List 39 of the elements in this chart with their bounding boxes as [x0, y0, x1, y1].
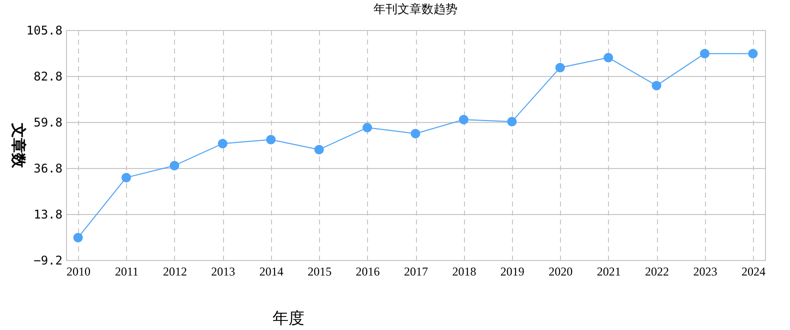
point — [410, 128, 420, 138]
x-axis-title: 年度 — [272, 310, 304, 328]
x-tick-label: 2018 — [452, 264, 476, 278]
x-tick-label: 2012 — [162, 264, 187, 278]
x-tick-label: 2020 — [548, 264, 573, 278]
point — [700, 48, 710, 58]
y-tick-label: 105.8 — [26, 24, 62, 38]
x-tick-label: 2014 — [259, 264, 284, 278]
point — [507, 116, 517, 126]
x-tick-label: 2016 — [356, 264, 380, 278]
point — [314, 144, 324, 154]
x-tick-label: 2023 — [693, 264, 718, 278]
x-tick-label: 2024 — [741, 264, 766, 278]
point — [218, 138, 228, 148]
y-tick-label: 36.8 — [34, 162, 62, 176]
point — [748, 48, 758, 58]
chart-title: 年刊文章数趋势 — [374, 2, 458, 16]
point — [266, 134, 276, 144]
x-tick-label: 2019 — [500, 264, 524, 278]
x-tick-label: 2015 — [308, 264, 332, 278]
x-tick-label: 2021 — [596, 264, 621, 278]
y-tick-label: 13.8 — [34, 208, 62, 222]
point — [73, 232, 83, 242]
point — [458, 114, 468, 124]
point — [122, 172, 131, 182]
point — [604, 52, 614, 62]
x-tick-label: 2022 — [645, 264, 670, 278]
x-tick-label: 2017 — [404, 264, 428, 278]
y-tick-label: 82.8 — [34, 70, 62, 84]
x-tick-label: 2011 — [114, 264, 139, 278]
y-axis-title: 文章数 — [10, 122, 28, 169]
x-tick-label: 2010 — [66, 264, 91, 278]
point — [362, 122, 372, 132]
point — [555, 62, 565, 72]
x-tick-label: 2013 — [211, 264, 236, 278]
y-tick-label: −9.2 — [34, 254, 62, 268]
point — [652, 80, 662, 90]
y-tick-label: 59.8 — [34, 116, 62, 130]
point — [170, 160, 180, 170]
